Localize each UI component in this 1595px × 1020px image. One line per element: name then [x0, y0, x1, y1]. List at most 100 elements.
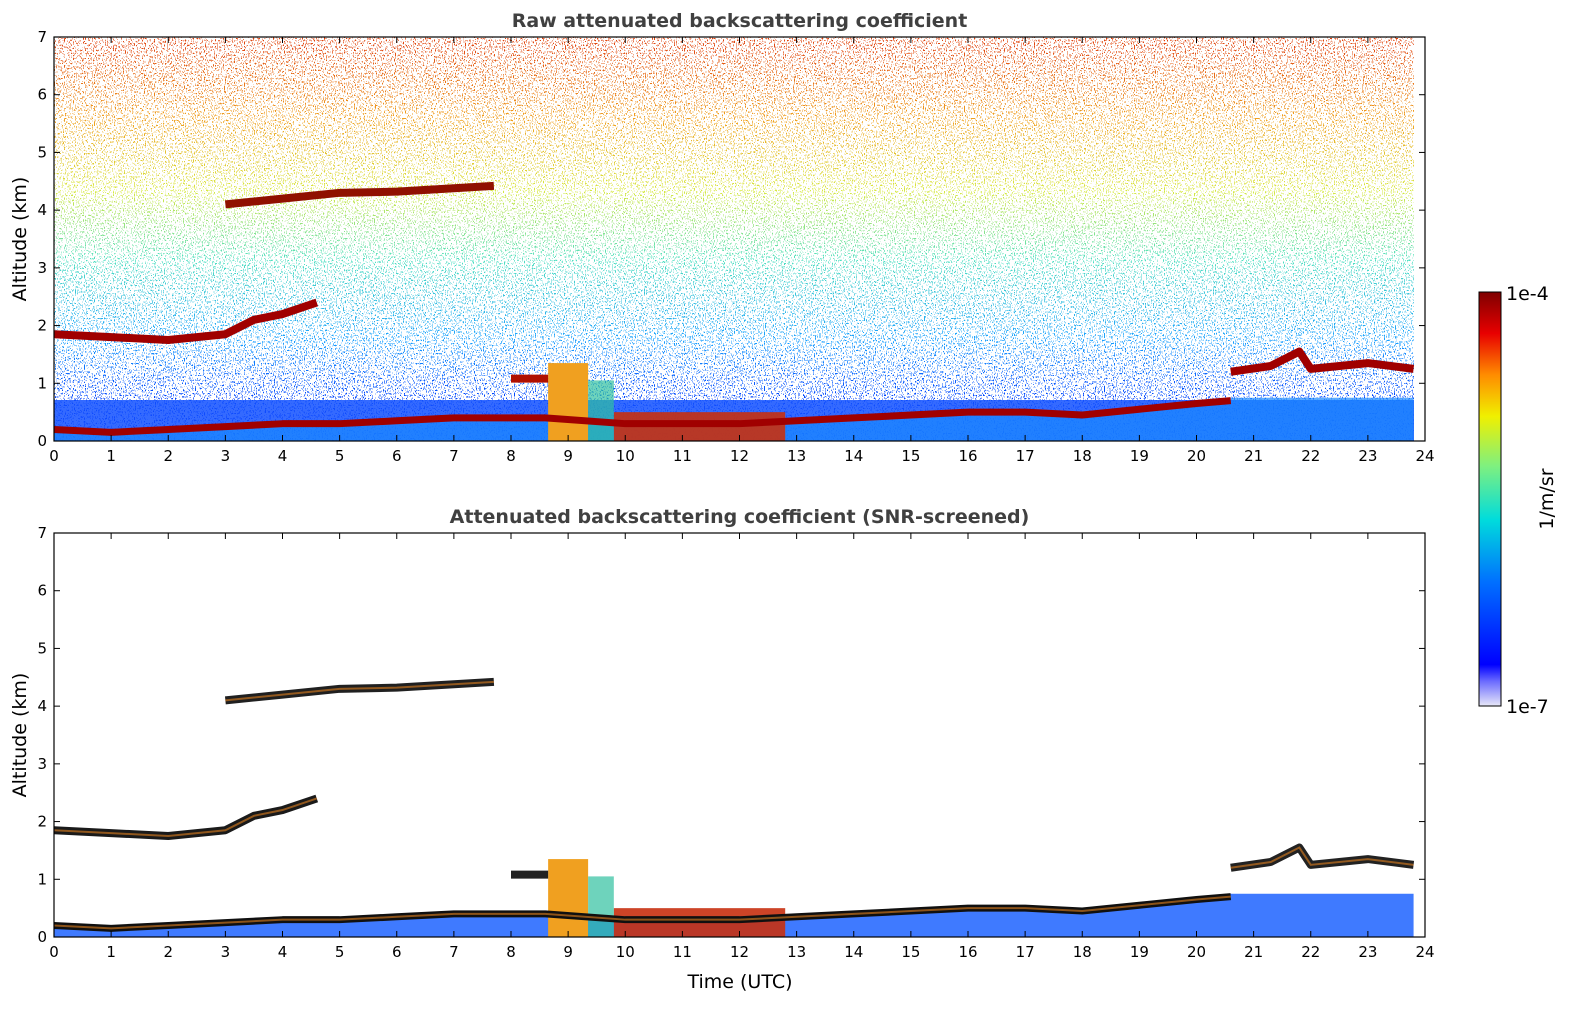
y-tick-label: 3: [37, 259, 47, 277]
y-tick-label: 6: [37, 582, 47, 600]
raw-axes: 0 1 2 3 4 5 6 7 8 9 10 11 12 13 14 15 16 17 18 19 20 21 22 23 24…: [37, 28, 1434, 465]
x-tick-label: 14: [844, 943, 863, 961]
cloud-fragment: [511, 870, 549, 879]
x-tick-label: 16: [958, 447, 977, 465]
aerosol-layer: [54, 397, 1414, 441]
x-tick-label: 23: [1358, 943, 1377, 961]
x-tick-label: 14: [844, 447, 863, 465]
x-tick-label: 23: [1358, 447, 1377, 465]
y-tick-label: 7: [37, 28, 47, 46]
x-tick-label: 19: [1130, 943, 1149, 961]
x-tick-label: 13: [787, 447, 806, 465]
x-tick-label: 22: [1301, 943, 1320, 961]
x-tick-label: 15: [901, 447, 920, 465]
transition-zone: [588, 380, 614, 441]
colorbar: 1e-4 1e-7 1/m/sr: [1478, 283, 1558, 718]
x-tick-label: 19: [1130, 447, 1149, 465]
x-tick-label: 12: [730, 943, 749, 961]
x-tick-label: 4: [278, 943, 288, 961]
y-tick-label: 7: [37, 524, 47, 542]
x-tick-label: 2: [163, 447, 173, 465]
y-tick-label: 4: [37, 697, 47, 715]
x-tick-label: 20: [1187, 447, 1206, 465]
y-tick-label: 5: [37, 639, 47, 657]
y-tick-label: 2: [37, 317, 47, 335]
x-tick-label: 2: [163, 943, 173, 961]
x-tick-label: 1: [106, 943, 116, 961]
x-tick-label: 17: [1016, 447, 1035, 465]
raw-panel-title: Raw attenuated backscattering coefficien…: [512, 10, 968, 32]
cloud-layer-3: [224, 181, 495, 209]
x-tick-label: 20: [1187, 943, 1206, 961]
y-tick-label: 6: [37, 86, 47, 104]
x-tick-label: 8: [506, 447, 516, 465]
x-tick-label: 8: [506, 943, 516, 961]
x-tick-label: 0: [49, 943, 59, 961]
x-tick-label: 24: [1415, 447, 1434, 465]
colorbar-min-label: 1e-7: [1506, 696, 1549, 718]
screened-xlabel: Time (UTC): [686, 971, 792, 993]
dense-cloud-block: [548, 363, 589, 441]
y-tick-label: 3: [37, 755, 47, 773]
x-tick-label: 24: [1415, 943, 1434, 961]
x-tick-label: 12: [730, 447, 749, 465]
screened-features: [54, 677, 1415, 937]
x-tick-label: 21: [1244, 943, 1263, 961]
x-tick-label: 3: [221, 447, 231, 465]
x-tick-label: 10: [616, 943, 635, 961]
y-tick-label: 1: [37, 374, 47, 392]
raw-noise-field: [54, 37, 1414, 441]
y-tick-label: 2: [37, 813, 47, 831]
y-tick-label: 0: [37, 928, 47, 946]
dense-cloud-block: [548, 859, 589, 937]
transition-zone: [588, 876, 614, 937]
x-tick-label: 1: [106, 447, 116, 465]
y-tick-label: 0: [37, 432, 47, 450]
screened-panel: Attenuated backscattering coefficient (S…: [9, 506, 1435, 993]
x-tick-label: 6: [392, 943, 402, 961]
cloud-layer-edge-2: [54, 797, 318, 838]
cloud-layer-edge-4: [1230, 846, 1414, 869]
y-tick-label: 1: [37, 870, 47, 888]
x-tick-label: 10: [616, 447, 635, 465]
raw-ylabel: Altitude (km): [9, 177, 31, 302]
x-tick-label: 6: [392, 447, 402, 465]
x-tick-label: 7: [449, 447, 459, 465]
x-tick-label: 15: [901, 943, 920, 961]
cloud-layer-2: [54, 298, 319, 344]
cloud-layer-edge-3: [225, 680, 494, 702]
cloud-layer-edge-1: [54, 895, 1231, 930]
x-tick-label: 13: [787, 943, 806, 961]
x-tick-label: 22: [1301, 447, 1320, 465]
x-tick-label: 9: [563, 943, 573, 961]
raw-panel: Raw attenuated backscattering coefficien…: [9, 10, 1435, 465]
x-tick-label: 11: [673, 943, 692, 961]
y-tick-label: 4: [37, 201, 47, 219]
x-tick-label: 16: [958, 943, 977, 961]
cloud-layer-1: [54, 397, 1232, 436]
colorbar-max-label: 1e-4: [1506, 283, 1549, 305]
x-tick-label: 17: [1016, 943, 1035, 961]
x-tick-label: 18: [1073, 447, 1092, 465]
screened-ylabel: Altitude (km): [9, 673, 31, 798]
x-tick-label: 11: [673, 447, 692, 465]
x-tick-label: 5: [335, 447, 345, 465]
colorbar-unit-label: 1/m/sr: [1536, 468, 1558, 529]
x-tick-label: 3: [221, 943, 231, 961]
x-tick-label: 7: [449, 943, 459, 961]
x-tick-label: 0: [49, 447, 59, 465]
screened-axes: 0 1 2 3 4 5 6 7 8 9 10 11 12 13 14 15 16 17 18 19 20 21 22 23 24…: [37, 524, 1434, 961]
x-tick-label: 4: [278, 447, 288, 465]
aerosol-layer: [54, 893, 1414, 937]
y-tick-label: 5: [37, 143, 47, 161]
colorbar-gradient: [1478, 291, 1502, 707]
raw-features: [54, 181, 1415, 441]
x-tick-label: 9: [563, 447, 573, 465]
x-tick-label: 21: [1244, 447, 1263, 465]
cloud-layer-2: [54, 794, 319, 840]
screened-plot-frame: [53, 532, 1426, 938]
cloud-fragment: [511, 374, 549, 383]
x-tick-label: 18: [1073, 943, 1092, 961]
cloud-layer-4: [1230, 347, 1415, 376]
